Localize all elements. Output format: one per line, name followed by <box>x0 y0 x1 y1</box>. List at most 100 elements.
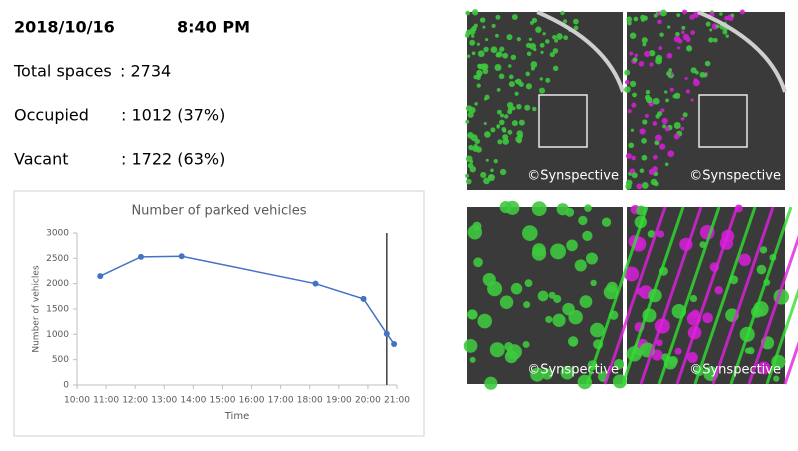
vehicle-blob <box>739 9 745 15</box>
vehicle-blob <box>590 322 605 338</box>
vehicle-blob <box>667 25 671 29</box>
vehicle-blob <box>708 37 714 43</box>
vehicle-blob <box>625 153 632 159</box>
x-tick-label: 21:00 <box>384 396 410 406</box>
vehicle-blob <box>629 80 637 88</box>
vehicle-blob <box>531 106 537 112</box>
chart-frame <box>13 190 425 437</box>
vehicle-blob <box>490 127 496 133</box>
vehicle-blob <box>642 42 647 47</box>
vehicle-blob <box>518 133 523 139</box>
vehicle-blob <box>685 45 693 52</box>
vehicle-blob <box>500 113 505 118</box>
vehicle-blob <box>649 62 654 67</box>
vehicle-blob <box>552 48 559 54</box>
vehicle-blob <box>553 294 562 303</box>
vehicle-blob <box>490 168 494 173</box>
vehicle-blob <box>686 352 698 363</box>
parking-outline <box>621 206 685 385</box>
date: 2018/10/16 <box>14 18 115 37</box>
vehicle-blob <box>570 339 577 347</box>
vehicle-blob <box>497 139 503 145</box>
road <box>697 10 787 93</box>
image-caption: ©Synspective <box>527 363 619 378</box>
vehicle-blob <box>473 144 478 149</box>
vehicle-blob <box>573 25 579 31</box>
vehicle-blob <box>629 32 637 39</box>
vehicle-blob <box>471 25 477 32</box>
vehicle-blob <box>626 16 633 23</box>
vehicle-blob <box>659 143 666 150</box>
stat-label: Total spaces <box>13 62 112 81</box>
vehicle-blob <box>662 124 667 129</box>
vehicle-blob <box>632 92 637 98</box>
vehicle-blob <box>465 119 470 124</box>
vehicle-blob <box>502 134 509 141</box>
vehicle-blob <box>630 128 635 132</box>
vehicle-blob <box>666 70 672 77</box>
vehicle-blob <box>627 109 632 114</box>
vehicle-blob <box>484 131 491 138</box>
x-tick-label: 16:00 <box>239 396 265 406</box>
parking-outline <box>729 206 793 385</box>
vehicle-blob <box>463 339 478 353</box>
vehicle-blob <box>533 48 537 52</box>
vehicle-blob <box>560 365 575 380</box>
vehicle-blob <box>669 87 674 92</box>
parking-outline <box>765 287 798 385</box>
vehicle-blob <box>642 15 648 21</box>
vehicle-blob <box>474 102 478 106</box>
vehicle-blob <box>644 50 651 58</box>
vehicle-blob <box>639 168 645 174</box>
vehicle-blob <box>612 374 627 389</box>
vehicle-blob <box>495 14 501 20</box>
vehicle-blob <box>677 46 681 50</box>
vehicle-blob <box>530 61 538 68</box>
vehicle-blob <box>712 37 718 43</box>
data-point <box>312 280 319 287</box>
vehicle-blob <box>578 215 588 226</box>
vehicle-blob <box>653 13 658 18</box>
vehicle-blob <box>495 33 499 38</box>
vehicle-blob <box>601 217 612 227</box>
vehicle-blob <box>685 89 690 94</box>
vehicle-blob <box>629 51 634 56</box>
vehicle-blob <box>730 13 735 18</box>
vehicle-blob <box>522 225 538 241</box>
vehicle-blob <box>627 20 632 26</box>
vehicle-blob <box>738 253 751 267</box>
vehicle-blob <box>495 52 501 58</box>
vehicle-blob <box>518 119 525 126</box>
vehicle-blob <box>632 57 638 63</box>
vehicle-blob <box>476 42 480 46</box>
vehicle-blob <box>487 281 503 297</box>
parking-outline <box>657 206 721 385</box>
vehicle-blob <box>634 240 644 250</box>
vehicle-blob <box>468 106 476 114</box>
y-axis-label: Number of vehicles <box>32 265 42 353</box>
parking-outline <box>693 206 757 385</box>
vehicle-blob <box>502 52 509 59</box>
vehicle-blob <box>484 37 489 42</box>
vehicle-blob <box>645 89 651 95</box>
data-point <box>391 340 398 347</box>
vehicle-blob <box>673 92 681 99</box>
vehicle-blob <box>530 66 535 71</box>
y-tick-label: 2000 <box>46 279 69 289</box>
vehicle-blob <box>682 9 688 15</box>
vehicle-blob <box>563 35 569 41</box>
stat-value: : 1722 (63%) <box>121 150 225 169</box>
vehicle-blob <box>661 117 668 125</box>
vehicle-blob <box>469 356 476 363</box>
x-axis-label: Time <box>224 411 249 422</box>
vehicle-blob <box>511 14 518 21</box>
vehicle-blob <box>499 201 512 214</box>
stat-value: : 1012 (37%) <box>121 106 225 125</box>
zoom-box <box>538 94 588 148</box>
vehicle-blob <box>525 42 532 49</box>
vehicle-blob <box>496 87 501 92</box>
vehicle-blob <box>655 339 663 347</box>
vehicle-blob <box>511 106 516 111</box>
vehicle-blob <box>690 98 694 102</box>
